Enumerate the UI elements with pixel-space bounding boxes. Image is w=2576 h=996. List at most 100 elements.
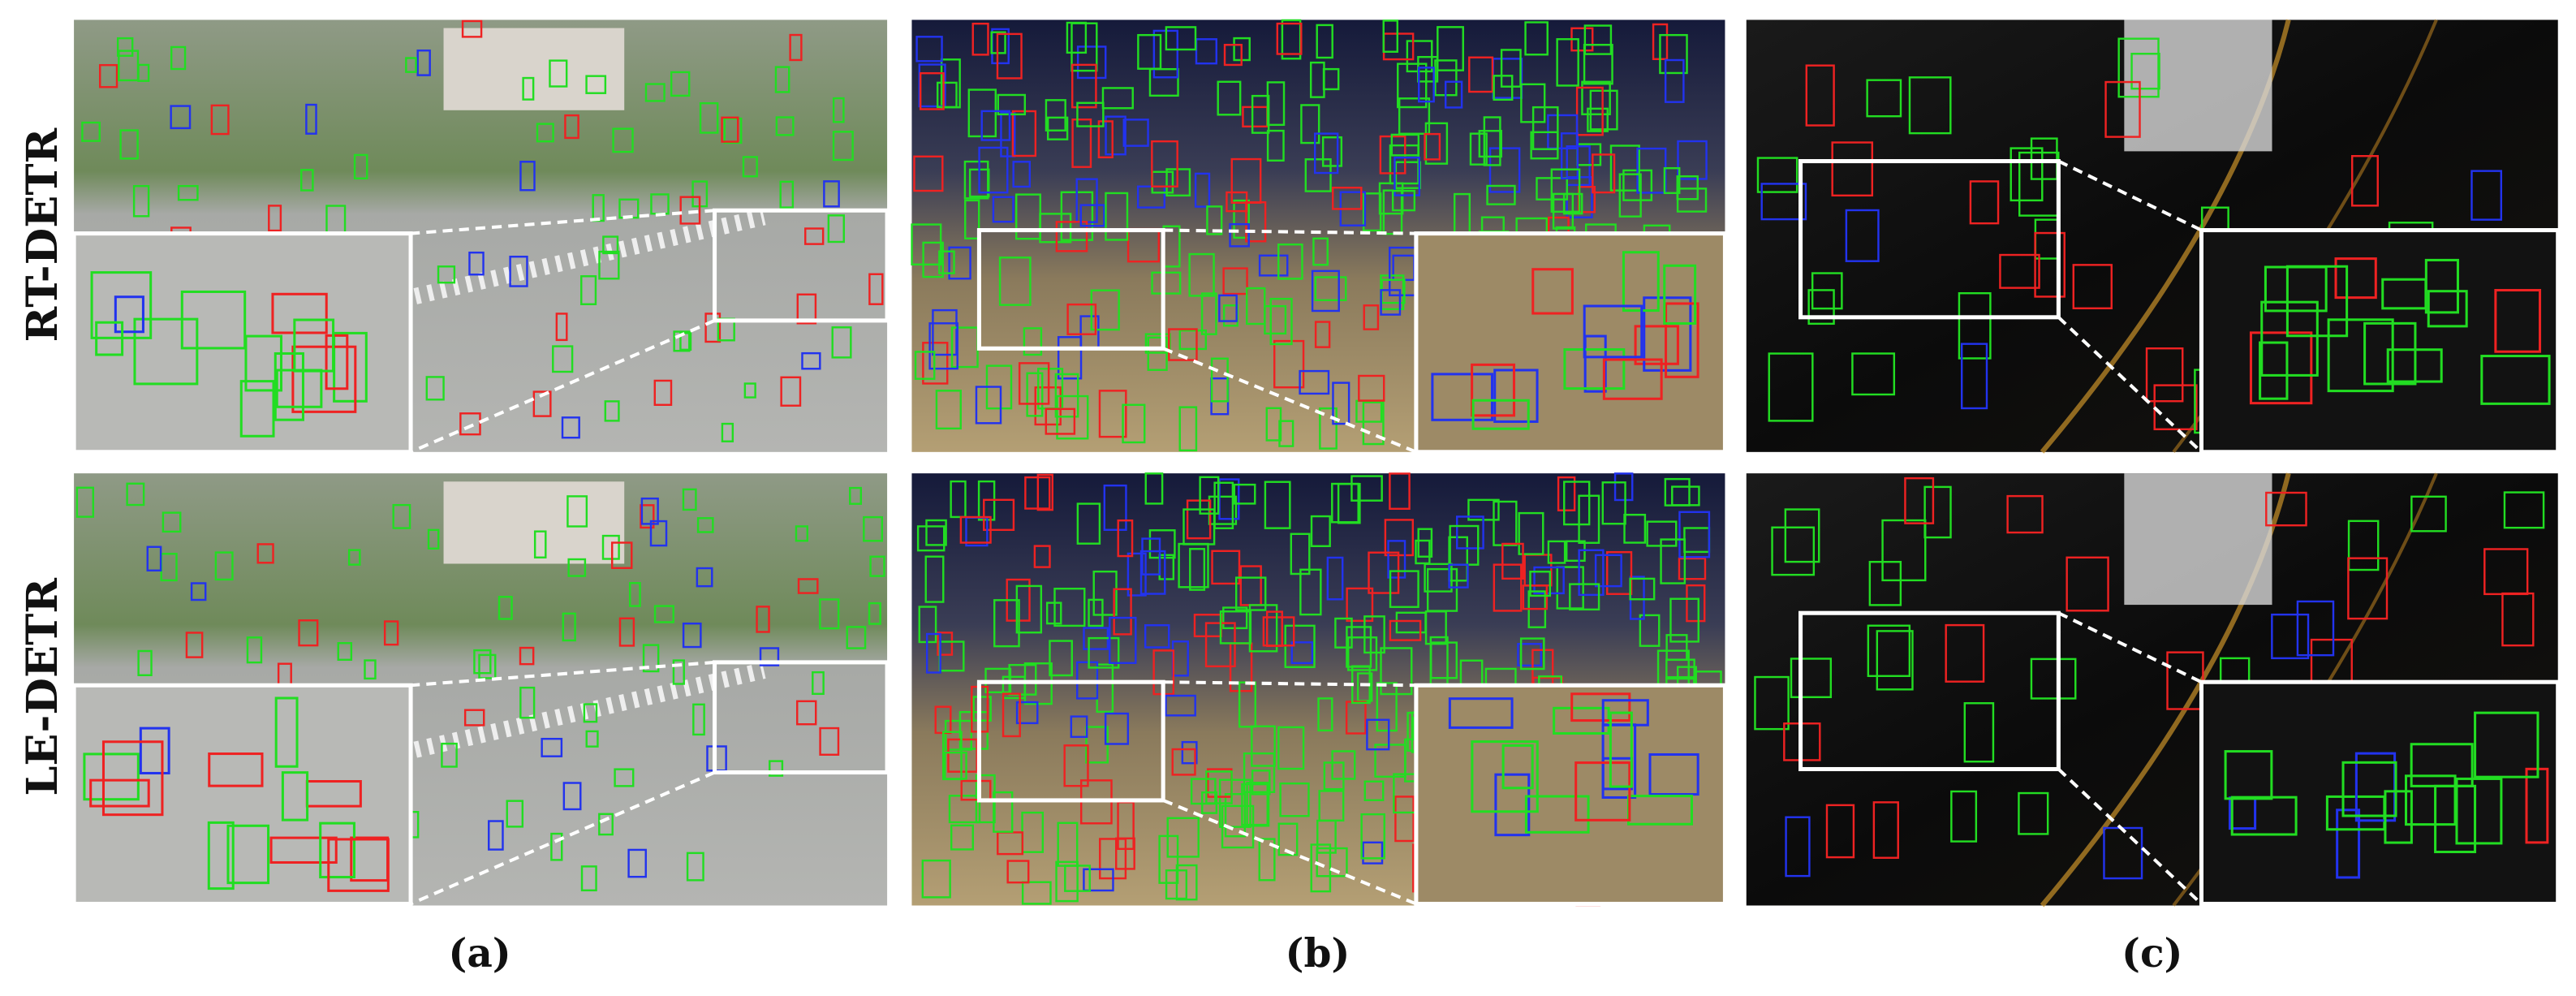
detection-box — [1872, 801, 1899, 859]
detection-box — [1090, 289, 1120, 331]
detection-box — [214, 551, 234, 581]
detection-box — [1105, 192, 1129, 241]
detection-box — [614, 768, 635, 787]
detection-box — [1488, 147, 1521, 193]
zoom-connector — [410, 209, 715, 235]
detection-box — [997, 93, 1026, 116]
detection-box — [1188, 252, 1215, 297]
detection-box — [1290, 532, 1311, 576]
detection-box — [1277, 726, 1305, 770]
detection-box — [670, 71, 691, 97]
detection-box — [1323, 761, 1345, 791]
detection-box — [1221, 804, 1255, 849]
zoom-region — [1798, 610, 2061, 772]
detection-box — [1012, 161, 1031, 188]
detection-box — [1234, 576, 1267, 611]
detection-box — [1316, 24, 1333, 59]
detection-box — [1233, 483, 1256, 505]
detection-box — [2010, 147, 2044, 202]
detection-box — [672, 659, 685, 685]
detection-box — [1104, 712, 1130, 745]
detection-box — [488, 820, 504, 851]
detection-box — [1389, 619, 1422, 641]
detection-box — [1300, 104, 1320, 144]
detection-box — [1332, 382, 1350, 425]
detection-box — [1456, 515, 1484, 550]
detection-box — [756, 606, 770, 633]
zoom-connector — [2057, 159, 2203, 232]
detection-box — [1265, 407, 1282, 442]
detection-box — [1430, 641, 1458, 679]
detection-box — [1066, 303, 1097, 335]
detection-box — [583, 703, 598, 723]
detection-box — [364, 659, 377, 680]
detection-box — [585, 75, 607, 94]
detection-box — [519, 161, 536, 192]
detection-box — [347, 549, 361, 566]
detection-box — [1760, 183, 1807, 221]
zoom-region — [1798, 159, 2061, 320]
detection-box — [780, 376, 802, 407]
detection-box — [437, 265, 456, 284]
detection-box — [325, 334, 349, 390]
detection-box — [1113, 588, 1132, 636]
detection-box — [1056, 395, 1089, 440]
detection-box — [948, 246, 971, 280]
detection-box — [947, 738, 978, 773]
detection-box — [2260, 300, 2319, 377]
detection-box — [1790, 658, 1833, 699]
detection-box — [226, 824, 270, 885]
detection-box — [2410, 495, 2447, 532]
detection-box — [392, 503, 411, 529]
zoom-region — [713, 208, 890, 323]
detection-box — [653, 605, 674, 623]
detection-box — [562, 782, 582, 811]
detection-box — [2347, 557, 2389, 620]
detection-box — [640, 497, 659, 525]
detection-box — [1431, 373, 1493, 421]
detection-box — [1008, 663, 1037, 696]
detection-box — [207, 821, 235, 890]
detection-box — [1437, 26, 1464, 71]
detection-box — [461, 19, 483, 38]
detection-box — [935, 390, 962, 430]
detection-box — [1326, 556, 1344, 601]
detection-box — [948, 795, 981, 824]
detection-box — [1618, 173, 1642, 218]
detection-box — [1290, 641, 1314, 665]
detection-box — [696, 517, 714, 533]
detection-box — [2296, 600, 2335, 657]
zoom-connector — [1163, 680, 1416, 688]
detection-box — [1768, 352, 1814, 422]
detection-box — [1969, 180, 2000, 225]
detection-box — [170, 45, 187, 71]
detection-box — [2034, 231, 2066, 298]
detection-box — [1483, 116, 1501, 166]
detection-box — [2224, 750, 2273, 800]
detection-box — [1678, 511, 1711, 558]
panels — [71, 19, 2561, 908]
detection-box — [95, 321, 124, 356]
detection-box — [1524, 21, 1549, 56]
detection-box — [1950, 790, 1978, 843]
detection-box — [1908, 76, 1952, 135]
detection-box — [1018, 362, 1050, 405]
detection-box — [944, 751, 967, 780]
detection-box — [1471, 399, 1530, 430]
detection-box — [1493, 369, 1539, 423]
detection-box — [2271, 613, 2310, 660]
detection-box — [1468, 56, 1494, 93]
detection-box — [2363, 321, 2417, 386]
detection-box — [1057, 336, 1083, 380]
detection-box — [1448, 697, 1514, 729]
detection-box — [2347, 520, 2380, 571]
detection-box — [1520, 83, 1546, 123]
detection-box — [1494, 773, 1531, 837]
detection-box — [506, 800, 524, 828]
detection-box — [1276, 22, 1303, 55]
detection-box — [519, 686, 536, 719]
detection-box — [699, 101, 719, 134]
detection-box — [1578, 494, 1600, 544]
detection-box — [1665, 658, 1695, 680]
detection-box — [541, 737, 563, 757]
